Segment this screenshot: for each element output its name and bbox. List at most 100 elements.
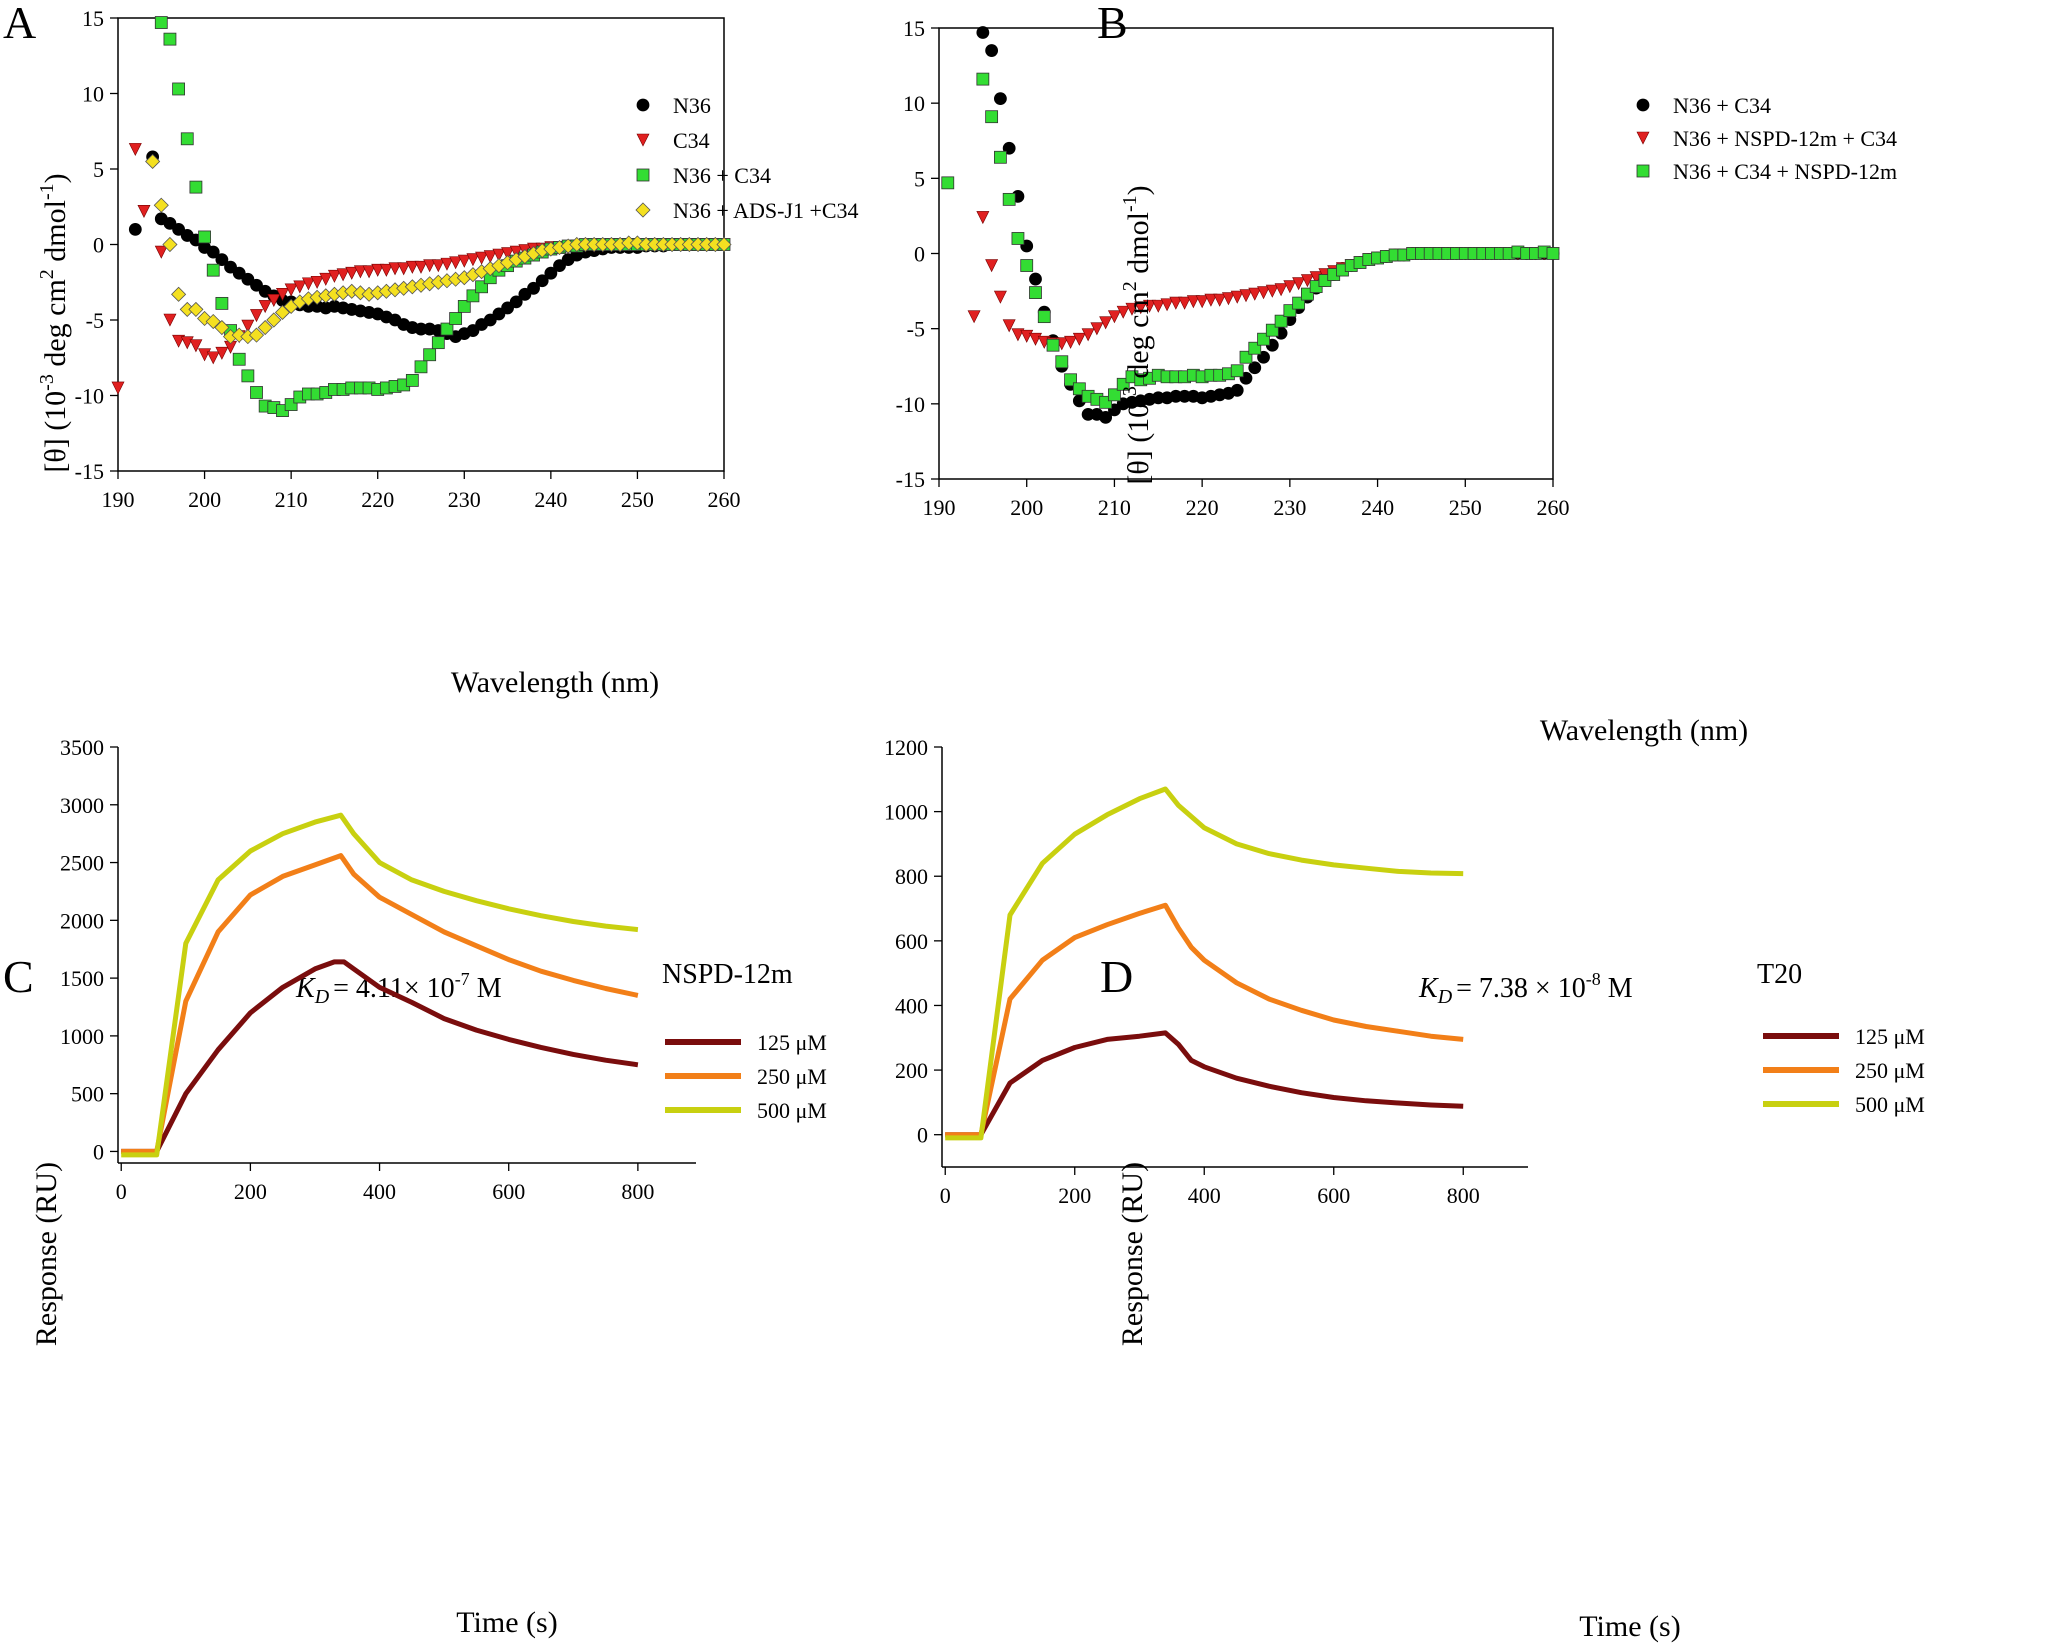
y-tick-label: 200	[895, 1058, 928, 1083]
kd-exp-d: -8	[1586, 969, 1601, 989]
data-point	[172, 82, 186, 96]
y-axis-title-part: dmol	[1122, 212, 1155, 281]
x-axis-title-b: Wavelength (nm)	[1540, 714, 1748, 747]
y-tick-label: 2000	[60, 908, 104, 933]
data-point	[310, 275, 324, 289]
data-point	[501, 301, 514, 315]
data-point	[163, 216, 177, 230]
plot-area-d: 0 200 400 600 800 1200 1000 800 600 400 200 0 125 μM…	[884, 735, 1925, 1208]
legend-label: 500 μM	[757, 1098, 827, 1123]
data-point	[154, 16, 168, 29]
data-point	[206, 351, 220, 365]
x-tick-label: 220	[361, 487, 394, 512]
data-point	[431, 259, 445, 273]
x-tick-label: 190	[102, 487, 135, 512]
data-point	[188, 301, 204, 317]
data-point	[1546, 247, 1560, 260]
y-tick-label: 1500	[60, 966, 104, 991]
data-point	[1099, 410, 1113, 424]
y-axis-title-part: -1	[36, 183, 58, 200]
data-point	[1274, 283, 1288, 297]
data-point	[1186, 295, 1200, 309]
x-tick-label: 200	[188, 487, 221, 512]
y-axis-title-part: 2	[36, 269, 58, 279]
data-point	[163, 313, 177, 327]
data-point	[1248, 287, 1262, 301]
data-point	[198, 230, 211, 244]
data-point	[440, 322, 454, 336]
legend: 125 μM 250 μM 500 μM	[665, 1030, 827, 1123]
data-point	[1230, 364, 1244, 378]
data-point	[257, 319, 273, 336]
kd-unit-c: M	[470, 973, 502, 1004]
data-point	[388, 262, 402, 276]
y-tick-label: 0	[93, 1139, 104, 1164]
data-point	[544, 266, 558, 280]
data-point	[457, 300, 471, 313]
legend-label: N36 + ADS-J1 +C34	[673, 198, 859, 223]
data-point	[172, 222, 186, 236]
data-point	[985, 110, 999, 124]
data-point	[301, 277, 315, 291]
data-point	[457, 254, 471, 268]
data-point	[1037, 310, 1051, 324]
data-point	[994, 92, 1007, 106]
y-tick-label: 0	[93, 233, 104, 258]
y-tick-label: -5	[86, 308, 104, 333]
series-n36-c34-nspd-12m	[941, 72, 1560, 409]
data-point	[414, 260, 428, 274]
data-point	[1011, 232, 1025, 245]
y-tick-label: 600	[895, 929, 928, 954]
plot-area-b: 190 200 210 220 230 240 250 260 15 10 5 0 -5 -10 -15 N3…	[896, 16, 1897, 520]
legend-marker	[636, 98, 650, 112]
data-point	[250, 386, 263, 399]
data-point	[1046, 338, 1060, 352]
data-point	[993, 290, 1007, 304]
data-point	[206, 245, 220, 259]
data-point	[483, 313, 497, 327]
series-n36-ads-j1-c34	[145, 153, 732, 345]
y-tick-label: 400	[895, 993, 928, 1018]
panel-d: D KD = 7.38 × 10-8 M T20 0 200 400 600 800120…	[884, 735, 1925, 1643]
panel-letter-a: A	[3, 0, 36, 48]
y-axis-title-b: [θ] (10-3 deg cm2 dmol-1)	[1119, 185, 1155, 484]
data-point	[241, 272, 255, 286]
chart-title-d: T20	[1757, 959, 1802, 990]
data-point	[267, 294, 281, 308]
data-point	[1011, 328, 1025, 342]
series-n36-nspd-12m-c34	[967, 211, 1560, 351]
y-tick-label: 1000	[884, 800, 928, 825]
x-tick-label: 190	[923, 495, 956, 520]
data-point	[483, 250, 497, 264]
series-line	[945, 1030, 1464, 1138]
data-point	[274, 304, 291, 321]
data-point	[336, 268, 350, 282]
data-point	[1002, 192, 1016, 206]
series-line	[945, 902, 1464, 1138]
y-axis-title-b-text: [θ] (10-3 deg cm2 dmol-1)	[1119, 185, 1155, 484]
y-tick-label: 10	[903, 91, 925, 116]
y-tick-label: -15	[75, 459, 104, 484]
data-point	[154, 245, 168, 259]
chart-title-c: NSPD-12m	[662, 959, 793, 990]
data-point	[492, 248, 506, 262]
data-point	[423, 348, 437, 362]
series-250-m	[121, 853, 639, 1154]
y-axis-title-part: dmol	[39, 200, 72, 269]
data-point	[345, 266, 359, 280]
data-point	[466, 253, 480, 267]
x-tick-label: 210	[1098, 495, 1131, 520]
x-axis-title-d: Time (s)	[1579, 1610, 1680, 1643]
x-tick-label: 200	[1058, 1183, 1091, 1208]
data-point	[215, 253, 229, 267]
series-125-m	[945, 1030, 1464, 1138]
legend-marker	[636, 133, 650, 147]
plot-area-c: 0 200 400 600 800 3500 3000 2500 2000 1500 1000 500…	[60, 735, 827, 1204]
legend-marker	[636, 168, 650, 182]
y-axis-title-part: -3	[1119, 386, 1141, 403]
y-tick-label: 3500	[60, 735, 104, 760]
data-point	[431, 336, 445, 350]
data-point	[162, 236, 178, 253]
data-point	[941, 176, 955, 190]
y-tick-label: -15	[896, 467, 925, 492]
